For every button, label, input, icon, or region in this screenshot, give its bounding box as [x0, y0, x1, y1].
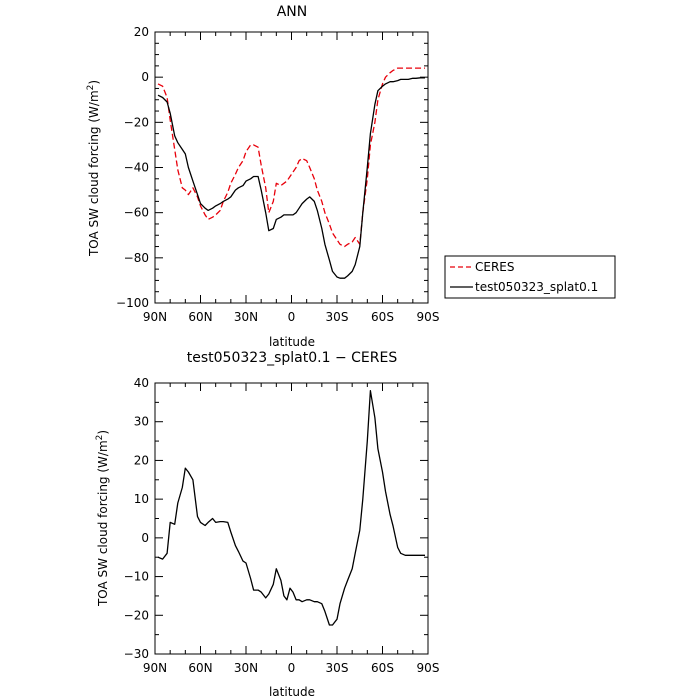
bottom-chart-xtick-label: 30S [326, 661, 349, 675]
bottom-chart-ytick-label: −30 [124, 647, 149, 661]
top-chart-ylabel: TOA SW cloud forcing (W/m2) [86, 80, 101, 257]
bottom-chart-xtick-label: 60N [188, 661, 212, 675]
top-chart-series-line-ceres [157, 67, 425, 248]
bottom-chart-xtick-label: 90N [143, 661, 167, 675]
top-chart-ytick-label: 0 [141, 70, 149, 84]
top-chart-ytick-label: 20 [134, 25, 149, 39]
top-chart-ylabel-end: ) [87, 80, 101, 85]
top-chart-xtick-label: 30S [326, 310, 349, 324]
top-chart-title: ANN [277, 4, 308, 20]
top-chart-ytick-label: −80 [124, 251, 149, 265]
bottom-chart-ytick-label: 10 [134, 492, 149, 506]
bottom-chart-xtick-label: 60S [371, 661, 394, 675]
top-chart-xtick-label: 60S [371, 310, 394, 324]
bottom-chart-xtick-label: 90S [417, 661, 440, 675]
bottom-chart-ytick-label: 40 [134, 376, 149, 390]
legend-box [444, 255, 616, 299]
top-chart-xtick-label: 60N [188, 310, 212, 324]
legend-label-model: test050323_splat0.1 [475, 280, 598, 294]
legend-label-ceres: CERES [475, 260, 515, 274]
bottom-chart-ylabel-sup: 2 [95, 435, 105, 441]
bottom-chart-ytick-label: 0 [141, 531, 149, 545]
bottom-chart-ytick-label: −10 [124, 570, 149, 584]
bottom-chart-ytick-label: 30 [134, 415, 149, 429]
top-chart-ylabel-sup: 2 [86, 85, 96, 91]
bottom-chart: test050323_splat0.1 − CERES 90N 60N 30N 0 30… [95, 350, 439, 699]
bottom-chart-ylabel: TOA SW cloud forcing (W/m2) [95, 430, 110, 607]
top-chart-xtick-label: 90S [417, 310, 440, 324]
top-chart-xlabel: latitude [269, 335, 315, 349]
top-chart-frame [154, 31, 429, 304]
bottom-chart-ytick-label: 20 [134, 453, 149, 467]
top-chart-xtick-label: 30N [234, 310, 258, 324]
bottom-chart-frame [154, 382, 429, 655]
bottom-chart-ylabel-main: TOA SW cloud forcing (W/m [96, 440, 110, 607]
legend: CERES test050323_splat0.1 [444, 255, 616, 299]
top-chart-xtick-label: 0 [288, 310, 296, 324]
top-chart-ylabel-main: TOA SW cloud forcing (W/m [87, 90, 101, 257]
top-chart-ytick-label: −100 [116, 296, 149, 310]
top-chart-ytick-label: −40 [124, 161, 149, 175]
bottom-chart-xtick-label: 0 [288, 661, 296, 675]
top-chart-xtick-label: 90N [143, 310, 167, 324]
bottom-chart-xtick-label: 30N [234, 661, 258, 675]
bottom-chart-xlabel: latitude [269, 685, 315, 699]
bottom-chart-series-line-0 [157, 390, 425, 626]
bottom-chart-ylabel-end: ) [96, 430, 110, 435]
top-chart: ANN 90N 60N 30N 0 30S 60S 90S −100 −80 −60 −40 −20 0… [86, 4, 616, 349]
bottom-chart-title: test050323_splat0.1 − CERES [187, 350, 398, 366]
top-chart-ytick-label: −60 [124, 206, 149, 220]
top-chart-ytick-label: −20 [124, 115, 149, 129]
bottom-chart-ytick-label: −20 [124, 608, 149, 622]
top-chart-series-line-test050323-splat0-1 [157, 77, 425, 279]
